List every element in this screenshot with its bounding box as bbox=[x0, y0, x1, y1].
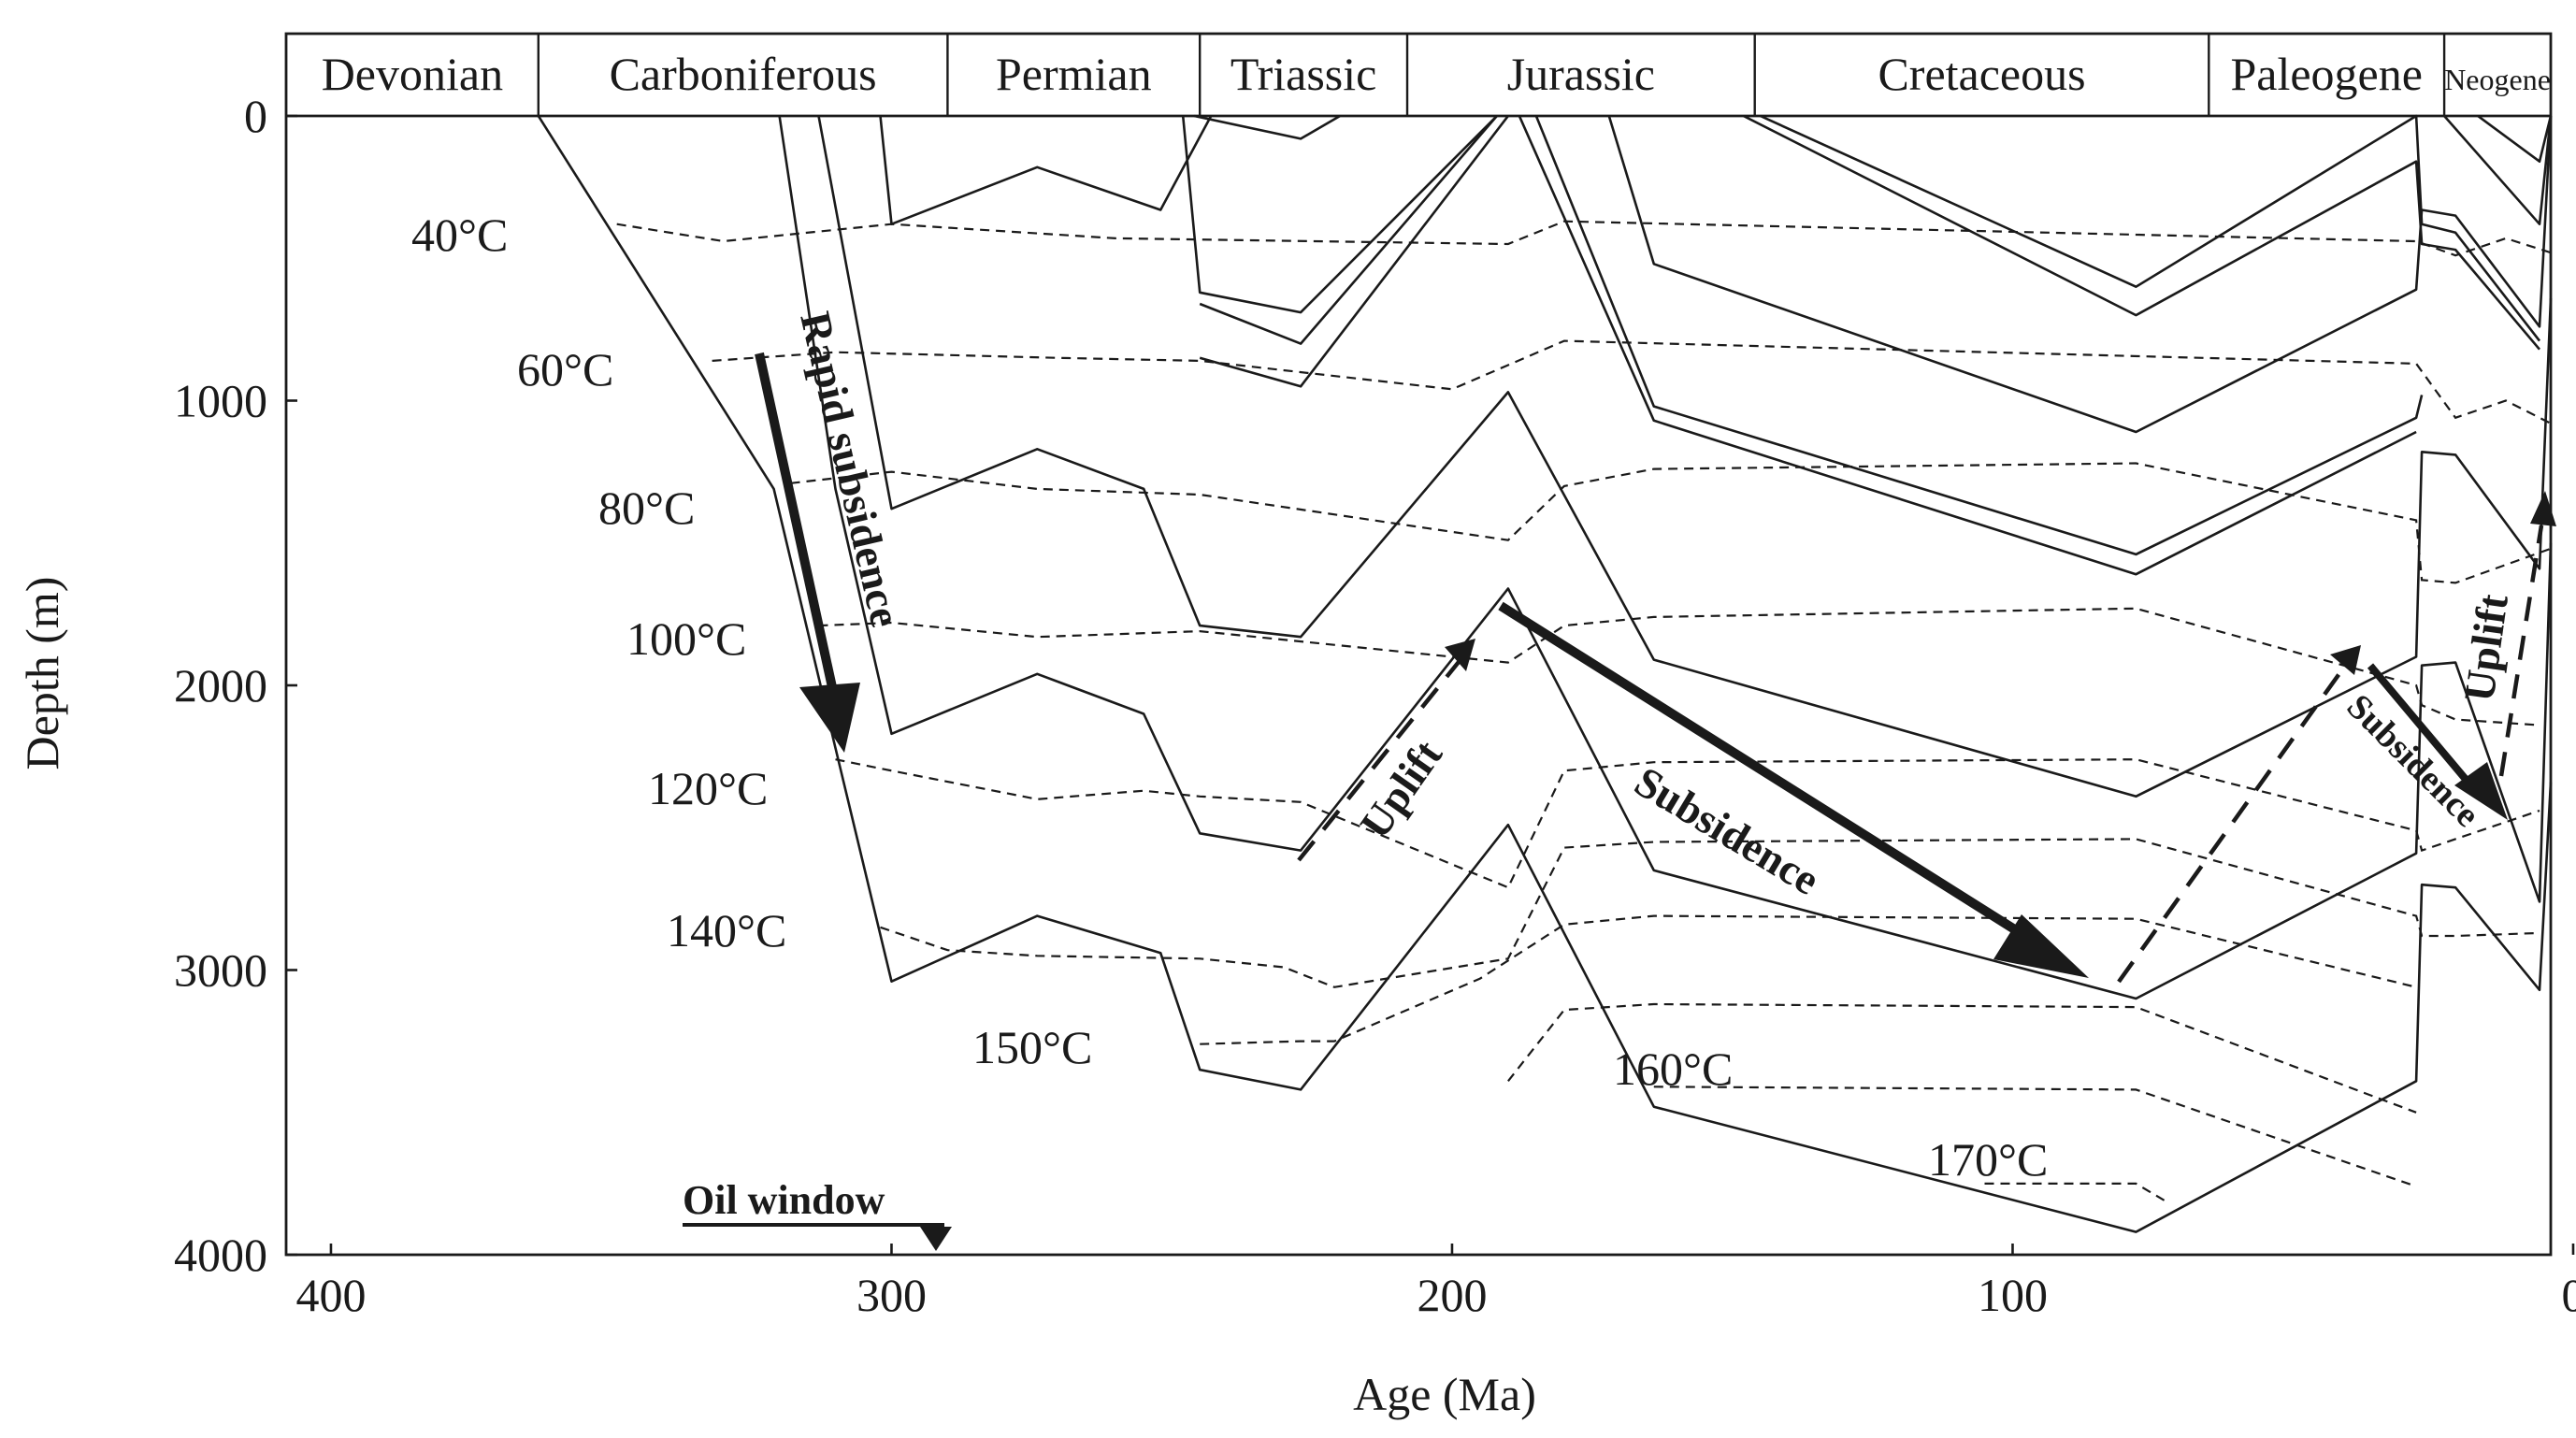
burial-curve-6 bbox=[1199, 115, 1509, 388]
isotherm-line-1 bbox=[616, 220, 2552, 257]
burial-curve-7 bbox=[1199, 115, 1498, 345]
subsidence-arrow bbox=[1498, 601, 2089, 978]
burial-curve-2 bbox=[778, 115, 2553, 1000]
period-label-triassic: Triassic bbox=[1230, 48, 1377, 100]
y-tick-label-0: 0 bbox=[244, 90, 267, 142]
burial-curve-1 bbox=[537, 115, 2553, 1233]
y-tick-label-2000: 2000 bbox=[174, 659, 267, 712]
x-tick-label-200: 200 bbox=[1417, 1269, 1487, 1321]
period-label-cretaceous: Cretaceous bbox=[1878, 48, 2085, 100]
neogene-subsidence-arrow bbox=[2367, 663, 2508, 820]
x-tick-label-400: 400 bbox=[295, 1269, 366, 1321]
period-label-neogene: Neogene bbox=[2444, 63, 2551, 96]
burial-curve-5 bbox=[1181, 115, 1498, 314]
isotherm-line-10 bbox=[1984, 1182, 2170, 1205]
subsidence-label: Subsidence bbox=[1627, 757, 1828, 904]
neogene-uplift-arrow bbox=[2498, 491, 2556, 777]
isotherm-line-8 bbox=[1507, 1002, 2417, 1114]
jurassic-uplift-arrow bbox=[1297, 639, 1475, 862]
x-axis-title: Age (Ma) bbox=[1353, 1368, 1536, 1420]
burial-curve-8 bbox=[1193, 114, 1341, 140]
oil-window-marker bbox=[920, 1227, 952, 1251]
burial-curve-4 bbox=[879, 115, 1213, 225]
isotherm-label-140: 140°C bbox=[667, 904, 786, 956]
burial-curve-15 bbox=[2443, 115, 2553, 225]
isotherm-line-6 bbox=[880, 838, 2540, 988]
isotherm-label-120: 120°C bbox=[648, 762, 768, 814]
uplift-label-2: Uplift bbox=[2454, 591, 2517, 705]
burial-curves bbox=[537, 114, 2553, 1233]
y-axis-title: Depth (m) bbox=[16, 577, 68, 770]
isotherm-label-170: 170°C bbox=[1928, 1133, 2048, 1186]
period-label-permian: Permian bbox=[996, 48, 1152, 100]
isotherm-line-5 bbox=[835, 758, 2540, 889]
rapid-subsidence-arrow bbox=[755, 352, 860, 753]
uplift-label-1: Uplift bbox=[1350, 731, 1451, 847]
period-label-carboniferous: Carboniferous bbox=[610, 48, 877, 100]
x-tick-label-0: 0 bbox=[2561, 1269, 2576, 1321]
isotherm-label-160: 160°C bbox=[1613, 1043, 1733, 1095]
isotherm-line-2 bbox=[712, 339, 2552, 424]
isotherms bbox=[616, 220, 2552, 1205]
isotherm-label-40: 40°C bbox=[411, 209, 508, 261]
oil-window-label: Oil window bbox=[683, 1177, 885, 1223]
burial-curve-13 bbox=[1743, 114, 2540, 351]
x-tick-label-300: 300 bbox=[856, 1269, 927, 1321]
x-tick-label-100: 100 bbox=[1978, 1269, 2048, 1321]
y-tick-label-3000: 3000 bbox=[174, 944, 267, 997]
period-label-paleogene: Paleogene bbox=[2230, 48, 2422, 100]
period-label-devonian: Devonian bbox=[322, 48, 503, 100]
y-tick-label-4000: 4000 bbox=[174, 1229, 267, 1281]
isotherm-label-80: 80°C bbox=[598, 482, 695, 534]
period-header: Devonian Carboniferous Permian Triassic Jura… bbox=[322, 34, 2551, 116]
isotherm-line-3 bbox=[790, 462, 2552, 584]
isotherm-label-150: 150°C bbox=[972, 1021, 1092, 1073]
burial-curve-14 bbox=[2477, 114, 2553, 163]
burial-curve-10 bbox=[1518, 115, 2417, 576]
isotherm-line-9 bbox=[1653, 1086, 2417, 1187]
isotherm-label-100: 100°C bbox=[626, 612, 746, 665]
paleogene-uplift-arrow bbox=[2117, 645, 2361, 984]
period-label-jurassic: Jurassic bbox=[1507, 48, 1655, 100]
isotherm-label-60: 60°C bbox=[517, 343, 613, 395]
isotherm-line-4 bbox=[818, 607, 2540, 726]
y-tick-label-1000: 1000 bbox=[174, 375, 267, 427]
subsidence-label-2: Subsidence bbox=[2339, 687, 2487, 835]
plot-frame bbox=[284, 32, 2553, 1257]
burial-curve-11 bbox=[1607, 115, 2553, 434]
burial-curve-9 bbox=[1534, 115, 2424, 556]
burial-curve-3 bbox=[817, 115, 2553, 798]
